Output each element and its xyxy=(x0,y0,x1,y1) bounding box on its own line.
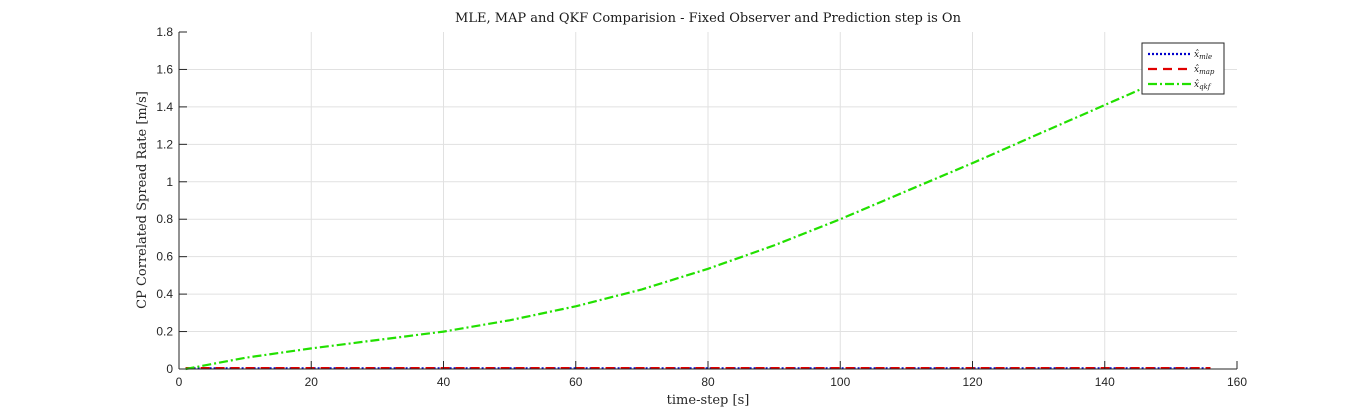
x-tick-label: 60 xyxy=(569,375,583,389)
y-tick-label: 0.8 xyxy=(156,212,173,226)
x-tick-label: 100 xyxy=(830,375,850,389)
legend-label-map: x̂map xyxy=(1194,64,1215,76)
ticks: 0 20 40 60 80 100 120 140 160 0 0.2 0.4 0.6 0.8 1 1.2 1.… xyxy=(156,25,1247,389)
legend-label-mle: x̂mle xyxy=(1194,49,1212,61)
y-tick-label: 0.2 xyxy=(156,325,173,339)
y-tick-label: 1.8 xyxy=(156,25,173,39)
y-tick-label: 0 xyxy=(166,362,173,376)
chart-title: MLE, MAP and QKF Comparision - Fixed Obs… xyxy=(455,11,962,26)
y-tick-label: 0.4 xyxy=(156,287,173,301)
y-tick-label: 1.4 xyxy=(156,100,173,114)
y-axis-label: CP Correlated Spread Rate [m/s] xyxy=(135,91,150,309)
x-tick-label: 80 xyxy=(701,375,715,389)
legend: x̂mle x̂map x̂qkf xyxy=(1141,42,1225,95)
x-axis-label: time-step [s] xyxy=(667,393,750,408)
y-tick-label: 1 xyxy=(166,175,173,189)
y-tick-label: 1.2 xyxy=(156,137,173,151)
y-tick-label: 1.6 xyxy=(156,62,173,76)
x-tick-label: 140 xyxy=(1095,375,1115,389)
x-tick-label: 20 xyxy=(305,375,319,389)
series-line-qkf xyxy=(185,57,1211,371)
x-tick-label: 120 xyxy=(962,375,982,389)
legend-label-qkf: x̂qkf xyxy=(1194,79,1212,91)
x-tick-label: 40 xyxy=(437,375,451,389)
grid xyxy=(179,32,1237,369)
series-group xyxy=(185,57,1211,371)
x-tick-label: 160 xyxy=(1227,375,1247,389)
y-tick-label: 0.6 xyxy=(156,250,173,264)
x-tick-label: 0 xyxy=(176,375,183,389)
